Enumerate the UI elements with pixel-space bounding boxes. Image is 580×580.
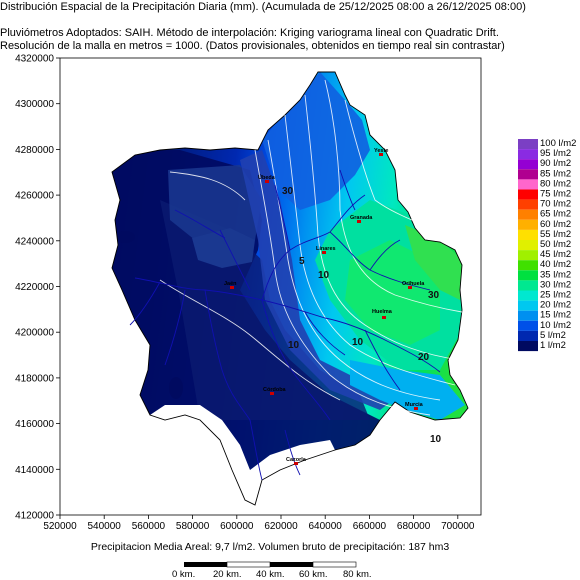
svg-text:10: 10	[430, 434, 442, 445]
x-tick-label: 560000	[132, 521, 166, 532]
legend-swatch	[518, 179, 538, 190]
legend-label: 10 l/m2	[540, 320, 571, 331]
legend-label: 60 l/m2	[540, 219, 571, 230]
y-tick-label: 4280000	[15, 145, 54, 156]
y-tick-label: 4220000	[15, 282, 54, 293]
x-axis: 520000 540000 560000 580000 600000 620000 6400…	[43, 515, 475, 532]
legend-swatch	[518, 290, 538, 301]
isohyet-value-labels: 30 10 5 10 20 30 10 10	[282, 186, 442, 445]
resolution-note: Resolución de la malla en metros = 1000.…	[0, 40, 505, 52]
x-tick-label: 620000	[264, 521, 298, 532]
scale-label: 40 km.	[256, 569, 285, 580]
y-tick-label: 4120000	[15, 511, 54, 522]
legend-label: 70 l/m2	[540, 199, 571, 210]
svg-text:10: 10	[288, 340, 300, 351]
legend-swatch	[518, 320, 538, 331]
town-markers: Yeste Úbeda Linares Jaén Huelma Orihuela…	[224, 148, 425, 465]
x-tick-label: 520000	[43, 521, 77, 532]
y-tick-label: 4320000	[15, 54, 54, 65]
scale-label: 20 km.	[213, 569, 242, 580]
town-label: Granada	[350, 215, 373, 221]
legend-label: 15 l/m2	[540, 310, 571, 321]
town-label: Linares	[316, 246, 336, 252]
legend-swatch	[518, 300, 538, 311]
legend-label: 50 l/m2	[540, 239, 571, 250]
map-title: Distribución Espacial de la Precipitació…	[0, 1, 526, 13]
legend-label: 65 l/m2	[540, 209, 571, 220]
legend-label: 40 l/m2	[540, 259, 571, 270]
legend-swatch	[518, 219, 538, 230]
legend-swatch	[518, 240, 538, 251]
river-network	[129, 169, 441, 481]
town-label: Huelma	[372, 309, 393, 315]
legend-label: 45 l/m2	[540, 249, 571, 260]
town-label: Cazorla	[286, 457, 307, 463]
town-label: Jaén	[224, 281, 237, 287]
legend-swatch	[518, 139, 538, 150]
legend-swatch	[518, 169, 538, 180]
y-tick-label: 4240000	[15, 236, 54, 247]
x-tick-label: 700000	[441, 521, 475, 532]
legend-swatch	[518, 209, 538, 220]
legend-swatch	[518, 189, 538, 200]
y-tick-label: 4260000	[15, 191, 54, 202]
legend-label: 75 l/m2	[540, 189, 571, 200]
svg-text:5: 5	[299, 256, 305, 267]
svg-text:10: 10	[318, 270, 330, 281]
legend-swatch	[518, 250, 538, 261]
legend-swatch	[518, 341, 538, 352]
method-description: Pluviómetros Adoptados: SAIH. Método de …	[0, 27, 499, 39]
legend-label: 25 l/m2	[540, 290, 571, 301]
town-label: Yeste	[374, 148, 388, 154]
y-axis: 4320000 4300000 4280000 4260000 4240000 42200…	[15, 54, 60, 522]
areal-precipitation-summary: Precipitacion Media Areal: 9,7 l/m2. Vol…	[90, 541, 450, 553]
town-label: Córdoba	[263, 387, 287, 393]
legend-label: 35 l/m2	[540, 269, 571, 280]
x-tick-label: 540000	[88, 521, 122, 532]
legend-label: 90 l/m2	[540, 158, 571, 169]
x-tick-label: 580000	[176, 521, 210, 532]
legend-swatch	[518, 280, 538, 291]
x-tick-label: 680000	[397, 521, 431, 532]
legend-swatch	[518, 310, 538, 321]
town-label: Murcia	[405, 402, 424, 408]
scale-label: 80 km.	[343, 569, 372, 580]
town-label: Úbeda	[258, 174, 276, 181]
svg-text:10: 10	[352, 337, 364, 348]
legend-swatch	[518, 330, 538, 341]
y-tick-label: 4140000	[15, 465, 54, 476]
southern-zero-area	[150, 405, 335, 505]
legend-swatch	[518, 159, 538, 170]
x-tick-label: 640000	[309, 521, 343, 532]
legend-label: 30 l/m2	[540, 279, 571, 290]
legend-label: 55 l/m2	[540, 229, 571, 240]
legend-label: 85 l/m2	[540, 168, 571, 179]
legend-label: 100 l/m2	[540, 138, 576, 149]
scale-bar: 0 km. 20 km. 40 km. 60 km. 80 km.	[172, 561, 372, 580]
svg-text:30: 30	[428, 290, 440, 301]
scale-label: 0 km.	[172, 569, 195, 580]
y-tick-label: 4160000	[15, 419, 54, 430]
legend-label: 20 l/m2	[540, 300, 571, 311]
legend-label: 1 l/m2	[540, 340, 566, 351]
svg-text:20: 20	[418, 352, 430, 363]
legend-swatch	[518, 260, 538, 271]
y-tick-label: 4300000	[15, 99, 54, 110]
legend-label: 95 l/m2	[540, 148, 571, 159]
x-tick-label: 600000	[220, 521, 254, 532]
x-tick-label: 660000	[353, 521, 387, 532]
legend-swatch	[518, 229, 538, 240]
legend-swatch	[518, 149, 538, 160]
legend-swatch	[518, 270, 538, 281]
legend-label: 5 l/m2	[540, 330, 566, 341]
town-label: Orihuela	[402, 281, 425, 287]
scale-label: 60 km.	[299, 569, 328, 580]
legend-label: 80 l/m2	[540, 178, 571, 189]
legend-swatch	[518, 199, 538, 210]
y-tick-label: 4180000	[15, 373, 54, 384]
svg-text:30: 30	[282, 186, 294, 197]
y-tick-label: 4200000	[15, 328, 54, 339]
